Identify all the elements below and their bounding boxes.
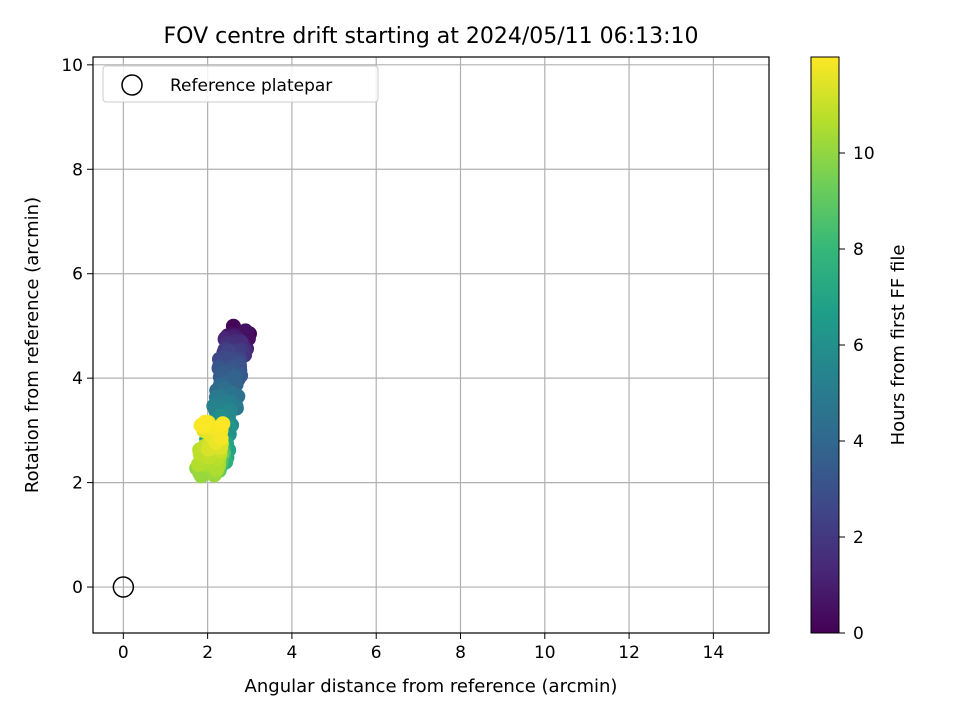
legend-box	[102, 65, 379, 103]
x-tick-label: 10	[534, 643, 556, 663]
colorbar-tick-label: 10	[853, 144, 875, 164]
chart-title: FOV centre drift starting at 2024/05/11 …	[164, 24, 699, 49]
scatter-point	[215, 416, 231, 432]
y-tick-label: 2	[72, 474, 83, 494]
reference-platepar-marker	[112, 576, 135, 598]
colorbar-tick-label: 4	[853, 432, 864, 452]
gridlines	[93, 57, 769, 633]
y-tick-label: 0	[72, 578, 83, 598]
y-tick-label: 4	[72, 369, 83, 389]
y-axis-label: Rotation from reference (arcmin)	[22, 197, 43, 493]
x-tick-label: 6	[371, 643, 382, 663]
x-tick-label: 4	[287, 643, 298, 663]
colorbar: 0 2 4 6 8 10 Hours from first FF file	[810, 56, 909, 644]
y-tick-label: 6	[72, 265, 83, 285]
y-axis-ticks: 0 2 4 6 8 10	[61, 56, 93, 598]
legend-entry-label: Reference platepar	[170, 76, 332, 96]
plot-frame	[92, 56, 770, 634]
colorbar-tick-label: 8	[853, 240, 864, 260]
x-tick-label: 14	[703, 643, 725, 663]
y-tick-label: 8	[72, 160, 83, 180]
x-axis-ticks: 0 2 4 6 8 10 12 14	[118, 633, 724, 663]
colorbar-gradient	[810, 56, 840, 634]
x-tick-label: 0	[118, 643, 129, 663]
legend: Reference platepar	[102, 65, 379, 103]
colorbar-tick-label: 0	[853, 624, 864, 644]
colorbar-tick-label: 6	[853, 336, 864, 356]
scatter-point	[197, 414, 213, 430]
x-tick-label: 12	[618, 643, 640, 663]
y-tick-label: 10	[61, 56, 83, 76]
colorbar-ticks: 0 2 4 6 8 10	[839, 144, 875, 644]
x-axis-label: Angular distance from reference (arcmin)	[245, 676, 618, 697]
colorbar-tick-label: 2	[853, 528, 864, 548]
data-points	[189, 318, 257, 484]
x-tick-label: 2	[202, 643, 213, 663]
scatter-point	[208, 462, 224, 477]
legend-marker-icon	[121, 74, 143, 96]
colorbar-label: Hours from first FF file	[888, 245, 909, 446]
x-tick-label: 8	[455, 643, 466, 663]
